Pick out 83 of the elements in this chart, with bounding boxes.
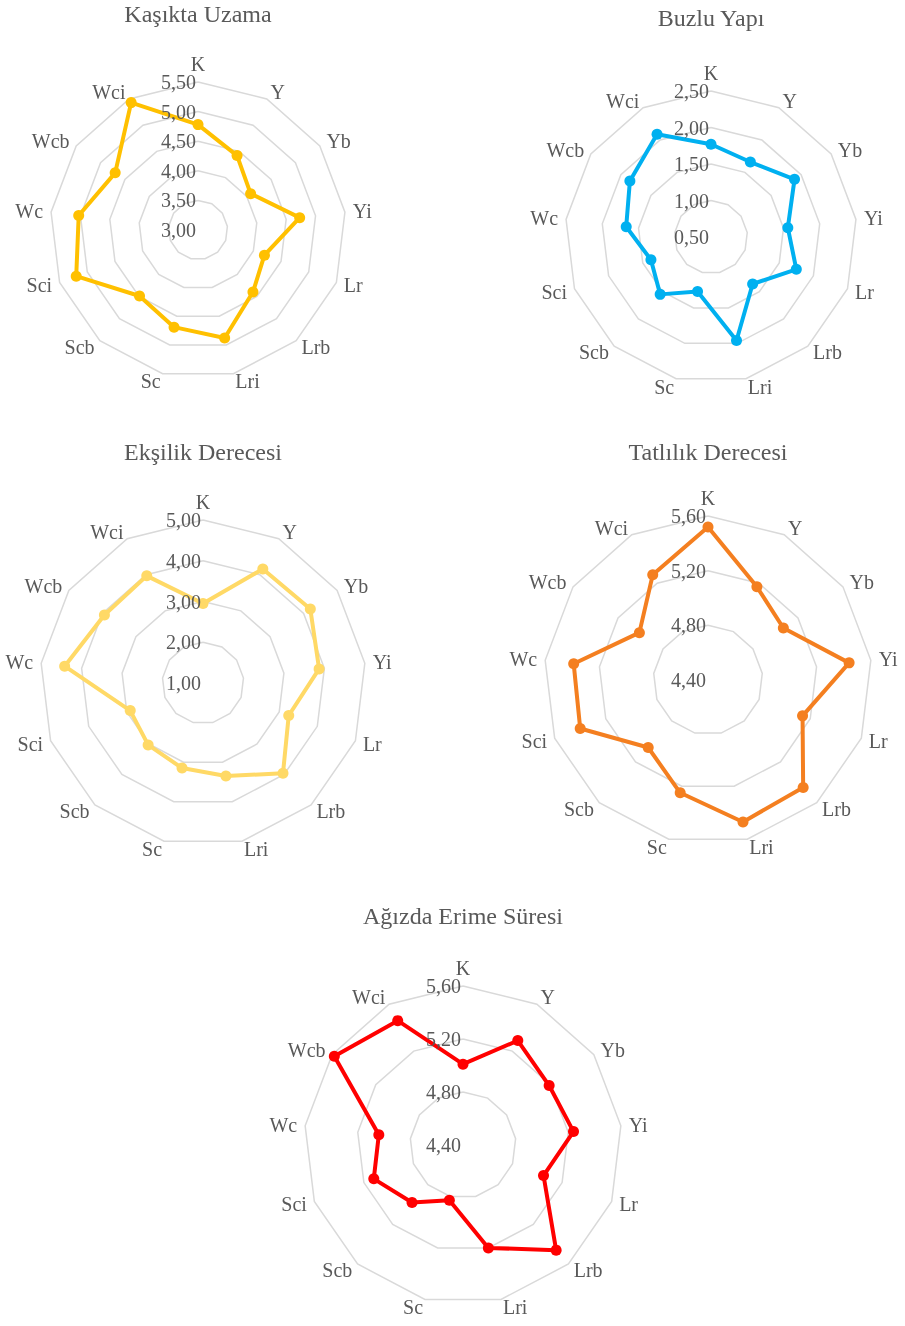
y-tick-label: 4,00 bbox=[161, 159, 196, 182]
y-tick-label: 3,00 bbox=[161, 219, 196, 241]
spoke-label: Sc bbox=[140, 370, 161, 393]
spoke-label: Lr bbox=[343, 274, 364, 297]
spoke-label: Yi bbox=[372, 651, 393, 674]
y-tick-label: 1,50 bbox=[674, 153, 709, 175]
spoke-label: Lri bbox=[747, 375, 773, 398]
spoke-label: Wci bbox=[594, 516, 629, 539]
spoke-label: Wc bbox=[269, 1113, 298, 1136]
spoke-label: Wcb bbox=[528, 571, 567, 594]
spoke-label: Lr bbox=[362, 732, 383, 755]
spoke-label: Wc bbox=[5, 651, 34, 674]
spoke-label: Wcb bbox=[24, 574, 63, 597]
spoke-label: Lr bbox=[854, 280, 875, 303]
spoke-label: Sc bbox=[142, 838, 163, 861]
spoke-label: Wc bbox=[15, 200, 44, 223]
spoke-label: Sci bbox=[521, 729, 548, 752]
spoke-label: Yb bbox=[600, 1039, 625, 1062]
spoke-label: Yb bbox=[837, 138, 863, 161]
spoke-label: Wci bbox=[92, 80, 126, 103]
spoke-label: Yi bbox=[878, 648, 899, 671]
spoke-label: Lri bbox=[235, 370, 261, 393]
spoke-label: Wcb bbox=[546, 138, 585, 161]
spoke-label: Lrb bbox=[316, 800, 346, 822]
chart-title: Ekşilik Derecesi bbox=[124, 439, 283, 465]
y-tick-label: 4,50 bbox=[161, 130, 196, 153]
y-tick-label: 4,00 bbox=[166, 549, 201, 572]
spoke-label: Wcb bbox=[287, 1039, 326, 1062]
spoke-label: Yb bbox=[849, 571, 875, 594]
spoke-label: Lrb bbox=[573, 1259, 603, 1281]
spoke-label: Lrb bbox=[301, 335, 331, 358]
spoke-label: Sc bbox=[654, 375, 675, 398]
spoke-label: Sci bbox=[541, 280, 568, 303]
y-tick-label: 2,00 bbox=[674, 116, 709, 139]
spoke-label: Yb bbox=[326, 130, 351, 153]
y-tick-label: 4,80 bbox=[426, 1081, 461, 1103]
spoke-label: Y bbox=[787, 516, 803, 539]
y-tick-label: 4,40 bbox=[671, 669, 706, 691]
spoke-label: Wcb bbox=[31, 130, 70, 153]
spoke-label: Scb bbox=[322, 1259, 353, 1281]
chart-title: Buzlu Yapı bbox=[657, 5, 765, 31]
y-tick-label: 1,00 bbox=[674, 189, 709, 212]
spoke-label: Sci bbox=[26, 274, 53, 297]
y-tick-label: 4,80 bbox=[671, 614, 706, 637]
spoke-label: Y bbox=[282, 520, 297, 543]
spoke-label: Yi bbox=[863, 207, 884, 230]
spoke-label: Lr bbox=[868, 729, 889, 752]
y-tick-label: 1,00 bbox=[166, 672, 201, 694]
y-tick-label: 5,20 bbox=[426, 1028, 461, 1050]
spoke-label: Wc bbox=[509, 648, 538, 671]
chart-title: Ağızda Erime Süresi bbox=[363, 903, 564, 929]
y-tick-label: 3,50 bbox=[161, 189, 196, 212]
spoke-label: Lr bbox=[619, 1193, 639, 1216]
spoke-label: Scb bbox=[64, 335, 95, 358]
chart-title: Tatlılık Derecesi bbox=[628, 439, 788, 465]
y-tick-label: 4,40 bbox=[426, 1134, 461, 1156]
spoke-label: Lrb bbox=[822, 797, 851, 820]
spoke-label: Yb bbox=[343, 574, 369, 597]
spoke-label: Lri bbox=[502, 1296, 528, 1319]
spoke-label: Scb bbox=[578, 341, 609, 364]
spoke-label: Wci bbox=[90, 520, 124, 543]
spoke-label: Scb bbox=[563, 797, 594, 820]
spoke-label: Sci bbox=[17, 732, 44, 755]
spoke-label: Yi bbox=[628, 1113, 649, 1136]
spoke-label: Y bbox=[270, 80, 285, 103]
spoke-label: Wci bbox=[352, 986, 386, 1009]
spoke-label: Lrb bbox=[813, 341, 843, 364]
spoke-label: Y bbox=[540, 986, 556, 1009]
spoke-label: Lri bbox=[243, 838, 269, 861]
spoke-label: Sc bbox=[646, 836, 667, 858]
spoke-label: Yi bbox=[352, 200, 373, 223]
spoke-label: Wc bbox=[530, 207, 559, 230]
spoke-label: Wci bbox=[606, 89, 640, 112]
spoke-label: Sci bbox=[281, 1193, 308, 1216]
spoke-label: Y bbox=[782, 89, 798, 112]
spoke-label: Sc bbox=[403, 1296, 424, 1319]
spoke-label: Lri bbox=[749, 836, 775, 858]
y-tick-label: 0,50 bbox=[674, 226, 709, 248]
y-tick-label: 5,00 bbox=[161, 100, 196, 123]
y-tick-label: 2,00 bbox=[166, 631, 201, 654]
y-tick-label: 5,20 bbox=[671, 559, 706, 582]
chart-title: Kaşıkta Uzama bbox=[124, 1, 272, 27]
spoke-label: Scb bbox=[59, 800, 90, 822]
